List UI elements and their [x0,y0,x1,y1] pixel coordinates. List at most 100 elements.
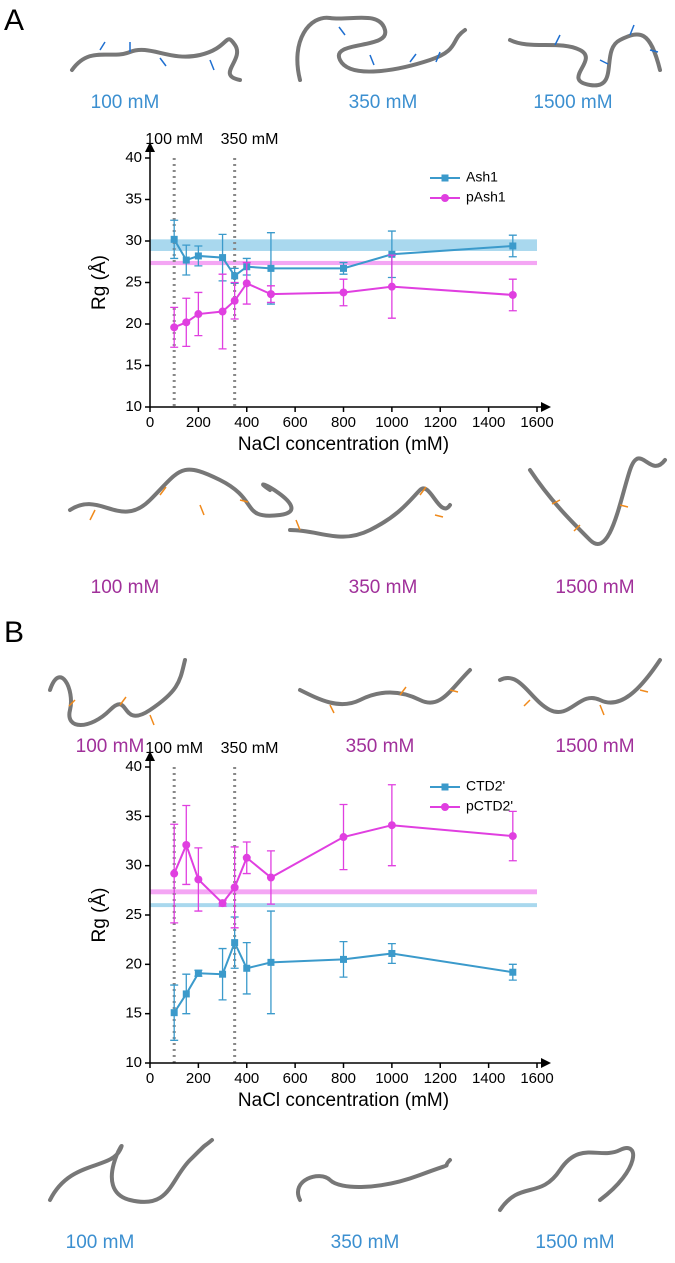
series-line [173,282,513,329]
structure-label: 1500 mM [535,1232,614,1253]
data-point [266,290,275,299]
y-axis-label: Rg (Å) [89,888,110,943]
legend-label: CTD2' [466,778,505,794]
structure [498,1146,635,1212]
structure-label: 100 mM [76,736,145,757]
data-point [231,939,239,947]
x-tick-label: 1000 [375,1070,408,1087]
data-point [230,883,239,892]
data-point [194,875,203,884]
data-point [219,254,227,262]
x-tick-label: 1200 [424,1070,457,1087]
data-point [242,853,251,862]
x-tick-label: 800 [331,414,356,431]
data-point [508,290,517,299]
x-tick-label: 800 [331,1070,356,1087]
x-tick-label: 0 [146,1070,154,1087]
data-point [231,272,239,280]
structure [99,41,215,71]
series-line [173,940,513,1014]
data-point [267,958,275,966]
y-axis-arrow [145,751,155,761]
reference-label: 100 mM [145,131,203,148]
structure [551,499,629,532]
structure-label: 1500 mM [533,92,612,113]
x-axis-arrow [541,402,551,412]
data-point [182,256,190,264]
structure [48,1138,214,1204]
y-tick-label: 15 [125,1005,142,1022]
y-tick-label: 40 [125,149,142,166]
structure [68,696,155,726]
structure-label: 100 mM [66,1232,135,1253]
data-point [387,282,396,291]
reference-label: 100 mM [145,740,203,757]
structure [508,32,662,88]
reference-band [150,903,537,908]
data-point [340,955,347,963]
legend-label: Ash1 [466,169,498,185]
x-axis-arrow [541,1058,551,1068]
y-tick-label: 10 [125,398,142,415]
structure [288,486,452,539]
reference-label: 350 mM [221,740,279,757]
structure-label: 350 mM [349,577,418,598]
structure-label: 100 mM [91,577,160,598]
legend-marker [441,194,449,202]
legend-label: pCTD2' [466,798,513,814]
data-point [194,310,203,319]
reference-band [150,239,537,251]
data-point [388,250,396,258]
structure [329,686,459,714]
x-tick-label: 1000 [375,414,408,431]
reference-label: 350 mM [221,131,279,148]
structure [48,658,187,727]
structure [295,486,444,531]
data-point [340,264,347,272]
series-line [173,238,513,278]
legend-marker [441,783,449,791]
structure [298,668,472,707]
legend-marker [441,803,449,811]
legend-marker [441,174,449,182]
data-point [170,869,179,878]
structure [528,456,667,546]
data-point [194,969,202,977]
series-line [173,824,513,905]
legend-label: pAsh1 [466,189,506,205]
structure-label: 350 mM [346,736,415,757]
structure [554,24,659,65]
data-point [170,235,178,243]
data-point [218,307,227,316]
y-tick-label: 35 [125,190,142,207]
x-tick-label: 600 [283,1070,308,1087]
data-point [242,279,251,288]
x-tick-label: 1400 [472,414,505,431]
x-tick-label: 200 [186,1070,211,1087]
data-point [219,970,227,978]
panel-label: A [4,4,24,37]
structure-label: 100 mM [91,92,160,113]
x-tick-label: 0 [146,414,154,431]
structure [68,467,294,518]
y-tick-label: 30 [125,857,142,874]
x-axis-label: NaCl concentration (mM) [238,434,449,455]
data-point [182,990,190,998]
data-point [170,323,179,332]
reference-band [150,889,537,895]
y-tick-label: 30 [125,232,142,249]
x-tick-label: 400 [234,414,259,431]
data-point [509,968,517,976]
data-point [267,264,275,272]
data-point [387,821,396,830]
x-axis-label: NaCl concentration (mM) [238,1090,449,1111]
x-tick-label: 200 [186,414,211,431]
structure [338,26,441,66]
x-tick-label: 400 [234,1070,259,1087]
y-tick-label: 35 [125,807,142,824]
structures [48,15,667,1212]
data-point [170,1009,178,1017]
panel-label: B [4,616,24,649]
